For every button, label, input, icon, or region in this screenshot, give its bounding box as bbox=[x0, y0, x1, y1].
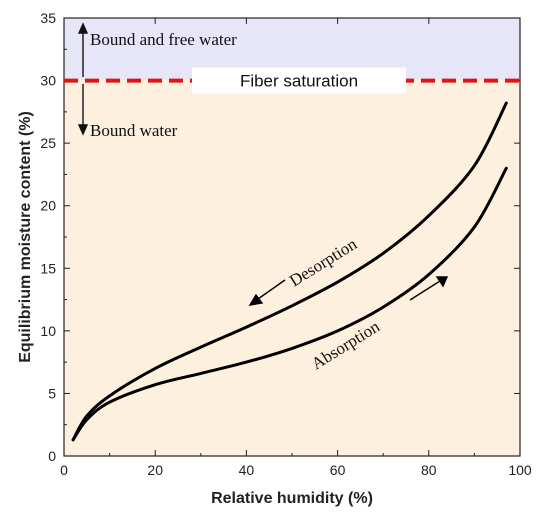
y-tick-label: 30 bbox=[40, 73, 56, 89]
fiber-saturation-label: Fiber saturation bbox=[240, 72, 358, 91]
absorption-arrow-shaft bbox=[409, 280, 441, 301]
y-axis-title: Equilibrium moisture content (%) bbox=[17, 111, 34, 363]
x-tick-label: 0 bbox=[60, 462, 68, 478]
down-arrow-head bbox=[77, 124, 89, 136]
y-tick-label: 0 bbox=[48, 448, 56, 464]
absorption-arrow-head bbox=[435, 276, 449, 288]
y-tick-label: 35 bbox=[40, 10, 56, 26]
region-arrows bbox=[77, 22, 89, 136]
fiber-saturation-label-box bbox=[192, 67, 406, 94]
x-tick-label: 40 bbox=[239, 462, 255, 478]
x-axis-title: Relative humidity (%) bbox=[211, 490, 373, 507]
y-tick-label: 15 bbox=[40, 260, 56, 276]
desorption-arrow-shaft bbox=[257, 279, 286, 300]
y-tick-label: 5 bbox=[48, 385, 56, 401]
axis-ticks bbox=[63, 17, 521, 457]
bound-and-free-water-label: Bound and free water bbox=[90, 30, 237, 49]
x-tick-label: 80 bbox=[421, 462, 437, 478]
x-tick-label: 100 bbox=[508, 462, 532, 478]
desorption-arrow-head bbox=[248, 293, 264, 306]
region-below-fiber-saturation bbox=[64, 80, 520, 456]
x-tick-label: 60 bbox=[330, 462, 346, 478]
x-tick-label: 20 bbox=[147, 462, 163, 478]
absorption-curve bbox=[71, 166, 508, 442]
y-tick-label: 25 bbox=[40, 135, 56, 151]
y-tick-label: 10 bbox=[40, 323, 56, 339]
bound-water-label: Bound water bbox=[90, 121, 178, 140]
y-tick-label: 20 bbox=[40, 198, 56, 214]
desorption-curve bbox=[71, 101, 508, 442]
up-arrow-head bbox=[77, 22, 89, 34]
curve-arrows bbox=[248, 276, 449, 306]
axis-tick-labels: 0 20 40 60 80 100 0 5 10 15 20 25 30 35 bbox=[40, 10, 531, 478]
